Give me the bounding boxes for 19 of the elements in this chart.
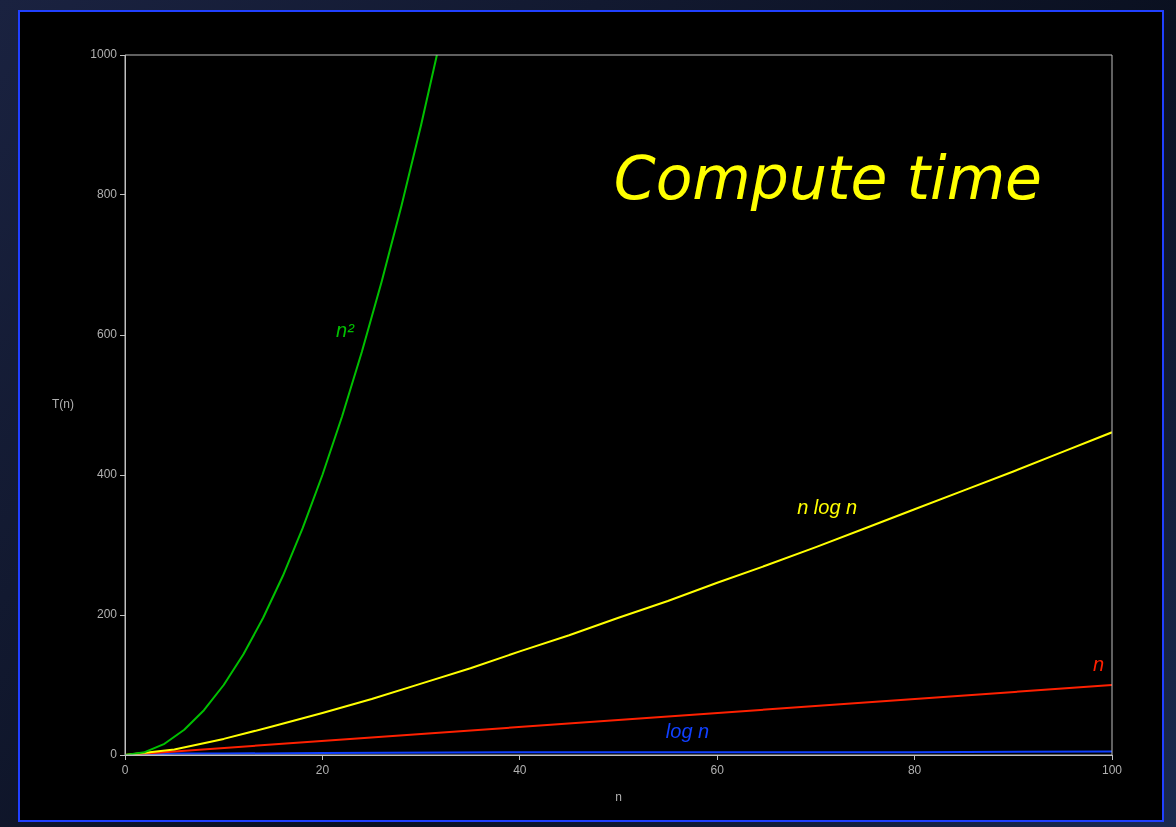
y-tick-label: 600: [96, 327, 118, 342]
y-tick-label: 1000: [90, 47, 118, 62]
y-tick-label: 400: [96, 467, 118, 482]
x-tick-label: 80: [907, 762, 922, 777]
x-tick-label: 0: [121, 762, 129, 777]
series-label: n: [1092, 652, 1104, 675]
y-axis-title: T(n): [52, 397, 74, 412]
series-label: n²: [336, 319, 356, 342]
y-tick-label: 800: [96, 187, 118, 202]
text: Compute time: [613, 142, 1042, 213]
y-tick-label: 200: [96, 607, 118, 622]
x-tick-label: 100: [1101, 762, 1123, 777]
x-tick-label: 60: [710, 762, 725, 777]
x-axis-title: n: [615, 790, 622, 805]
x-tick-label: 40: [513, 762, 527, 777]
series-label: n log n: [797, 495, 858, 518]
x-tick-label: 20: [315, 762, 330, 777]
y-tick-label: 0: [110, 747, 118, 762]
series-label: log n: [665, 719, 710, 742]
